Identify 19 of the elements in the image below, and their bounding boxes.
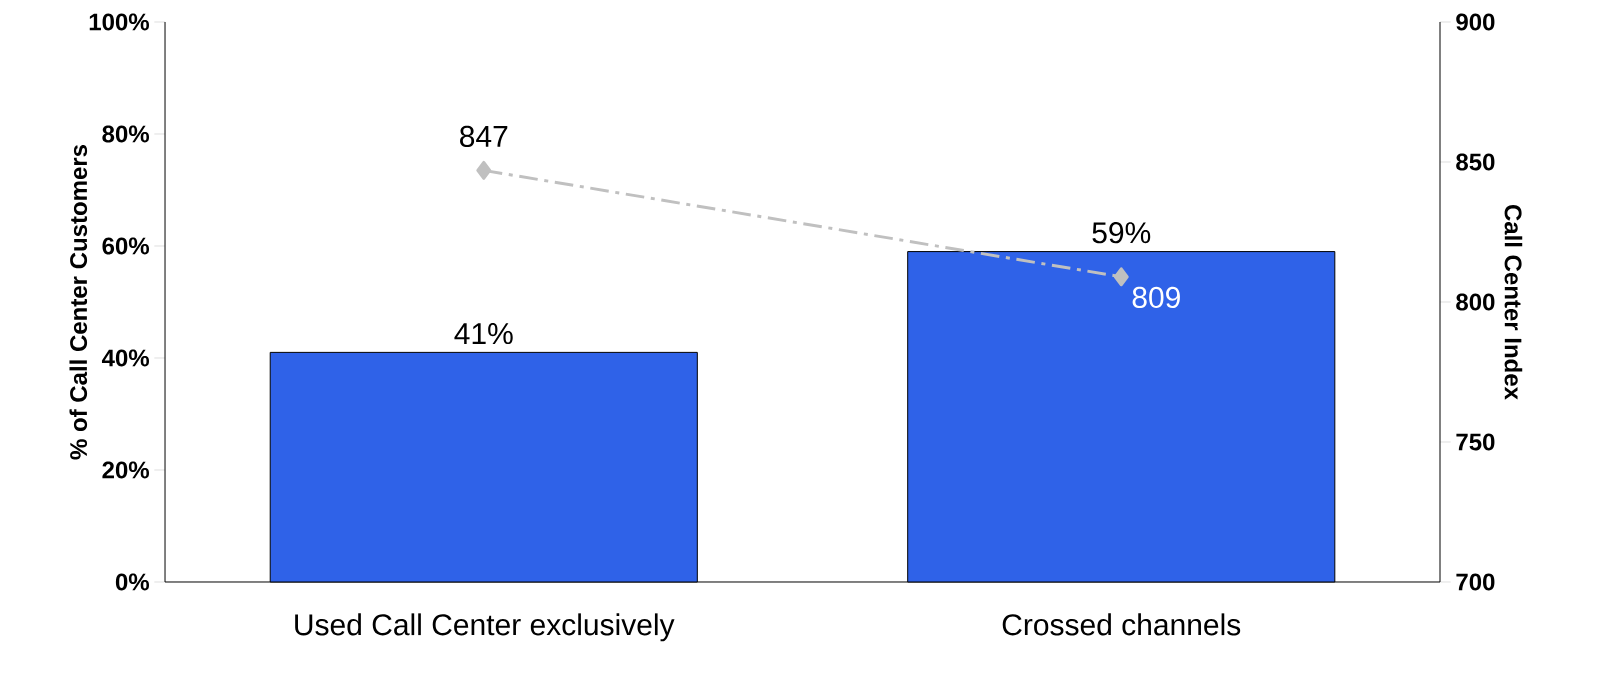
y2-axis-title: Call Center Index (1504, 204, 1523, 400)
y2-tick-label: 800 (1456, 293, 1495, 311)
y2-tick-label: 750 (1456, 433, 1495, 451)
y-tick-label: 60% (102, 237, 149, 255)
data-label: 847 (460, 125, 508, 148)
y-tick-label: 20% (102, 461, 149, 479)
data-label: 59% (1092, 222, 1151, 244)
y-axis-title: % of Call Center Customers (69, 144, 88, 460)
y-tick-label: 80% (102, 125, 149, 143)
data-label: 809 (1132, 286, 1180, 309)
y2-tick-label: 700 (1456, 573, 1495, 591)
y-tick-label: 40% (101, 349, 149, 367)
y2-tick-label: 900 (1456, 13, 1495, 31)
data-label: 41% (454, 323, 513, 345)
x-tick-label: Used Call Center exclusively (295, 613, 675, 642)
y-tick-label: 100% (89, 13, 149, 31)
y2-tick-label: 850 (1456, 153, 1495, 171)
x-tick-label: Crossed channels (1002, 613, 1241, 636)
y-tick-label: 0% (115, 573, 149, 591)
